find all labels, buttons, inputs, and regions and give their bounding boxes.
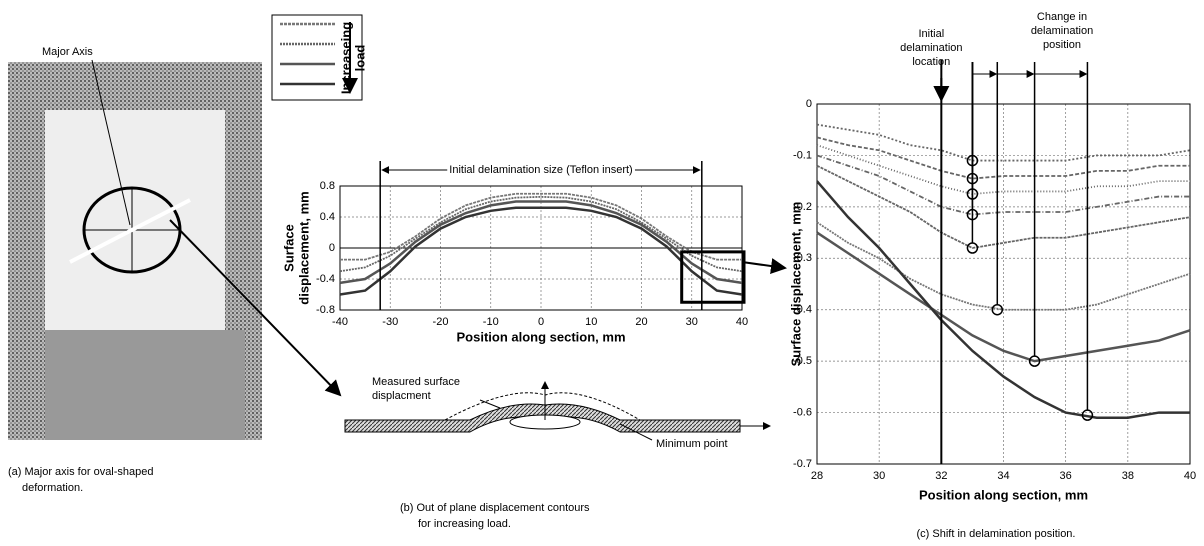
y-tick-label: -0.2 [793, 201, 812, 213]
diagram-label: Measured surface [372, 376, 460, 388]
caption-line: (a) Major axis for oval-shaped [8, 466, 154, 478]
caption-line: (b) Out of plane displacement contours [400, 502, 590, 514]
x-tick-label: 36 [1060, 470, 1072, 482]
y-tick-label: -0.4 [316, 273, 335, 285]
minimum-point [966, 242, 979, 254]
annotation: delamination [900, 42, 962, 54]
series-line [816, 221, 1191, 311]
series-line [816, 231, 1191, 363]
series-line [816, 144, 1190, 195]
series-line [816, 164, 1191, 249]
legend-label: load [352, 45, 367, 72]
x-tick-label: 10 [585, 316, 597, 328]
y-tick-label: -0.1 [793, 149, 812, 161]
caption-line: for increasing load. [418, 518, 511, 530]
y-tick-label: -0.6 [793, 406, 812, 418]
series-line [816, 154, 1190, 216]
y-tick-label: -0.8 [316, 304, 335, 316]
annotation: delamination [1031, 25, 1093, 37]
series-line [340, 192, 742, 261]
annotation: Change in [1037, 11, 1087, 23]
caption-line: deformation. [22, 482, 83, 494]
x-tick-label: 38 [1122, 470, 1134, 482]
x-tick-label: -40 [332, 316, 348, 328]
y-axis-label: displacement, mm [296, 191, 311, 304]
x-tick-label: 34 [997, 470, 1009, 482]
x-tick-label: 20 [635, 316, 647, 328]
series-line [339, 200, 743, 285]
x-tick-label: -10 [483, 316, 499, 328]
zoom-box [680, 250, 746, 304]
x-tick-label: 30 [686, 316, 698, 328]
series-line [816, 136, 1190, 180]
x-tick-label: 40 [1184, 470, 1196, 482]
annotation: Initial [918, 28, 944, 40]
series-line [339, 206, 743, 296]
x-tick-label: -30 [382, 316, 398, 328]
annotation: Initial delamination size (Teflon insert… [449, 164, 632, 176]
plot-frame [816, 103, 1191, 465]
y-tick-label: -0.5 [793, 355, 812, 367]
minimum-point [1028, 355, 1041, 367]
minimum-point [1081, 409, 1094, 421]
legend-label: Increaseing [338, 22, 353, 94]
x-tick-label: 40 [736, 316, 748, 328]
y-tick-label: -0.7 [793, 458, 812, 470]
y-tick-label: 0 [806, 98, 812, 110]
caption-line: (c) Shift in delamination position. [917, 528, 1076, 540]
annotation: position [1043, 39, 1081, 51]
y-axis-label: Surface displacement, mm [788, 202, 803, 367]
y-tick-label: 0 [329, 242, 335, 254]
x-tick-label: -20 [433, 316, 449, 328]
x-axis-label: Position along section, mm [456, 329, 625, 344]
major-axis-label: Major Axis [42, 46, 93, 58]
x-tick-label: 28 [811, 470, 823, 482]
y-tick-label: -0.3 [793, 252, 812, 264]
minimum-point [991, 303, 1004, 316]
section-diagram [344, 381, 771, 441]
annotation: location [912, 56, 950, 68]
series-line [339, 195, 743, 273]
diagram-label: Minimum point [656, 438, 728, 450]
x-tick-label: 30 [873, 470, 885, 482]
series-line [816, 180, 1190, 419]
photo [8, 59, 342, 440]
y-tick-label: -0.4 [793, 304, 812, 316]
zoom-arrow [741, 258, 787, 274]
y-axis-label: Surface [281, 224, 296, 272]
x-axis-label: Position along section, mm [919, 487, 1088, 502]
y-tick-label: 0.8 [320, 180, 335, 192]
y-tick-label: 0.4 [320, 211, 335, 223]
diagram-label: displacment [372, 390, 431, 402]
x-tick-label: 0 [538, 316, 544, 328]
x-tick-label: 32 [935, 470, 947, 482]
